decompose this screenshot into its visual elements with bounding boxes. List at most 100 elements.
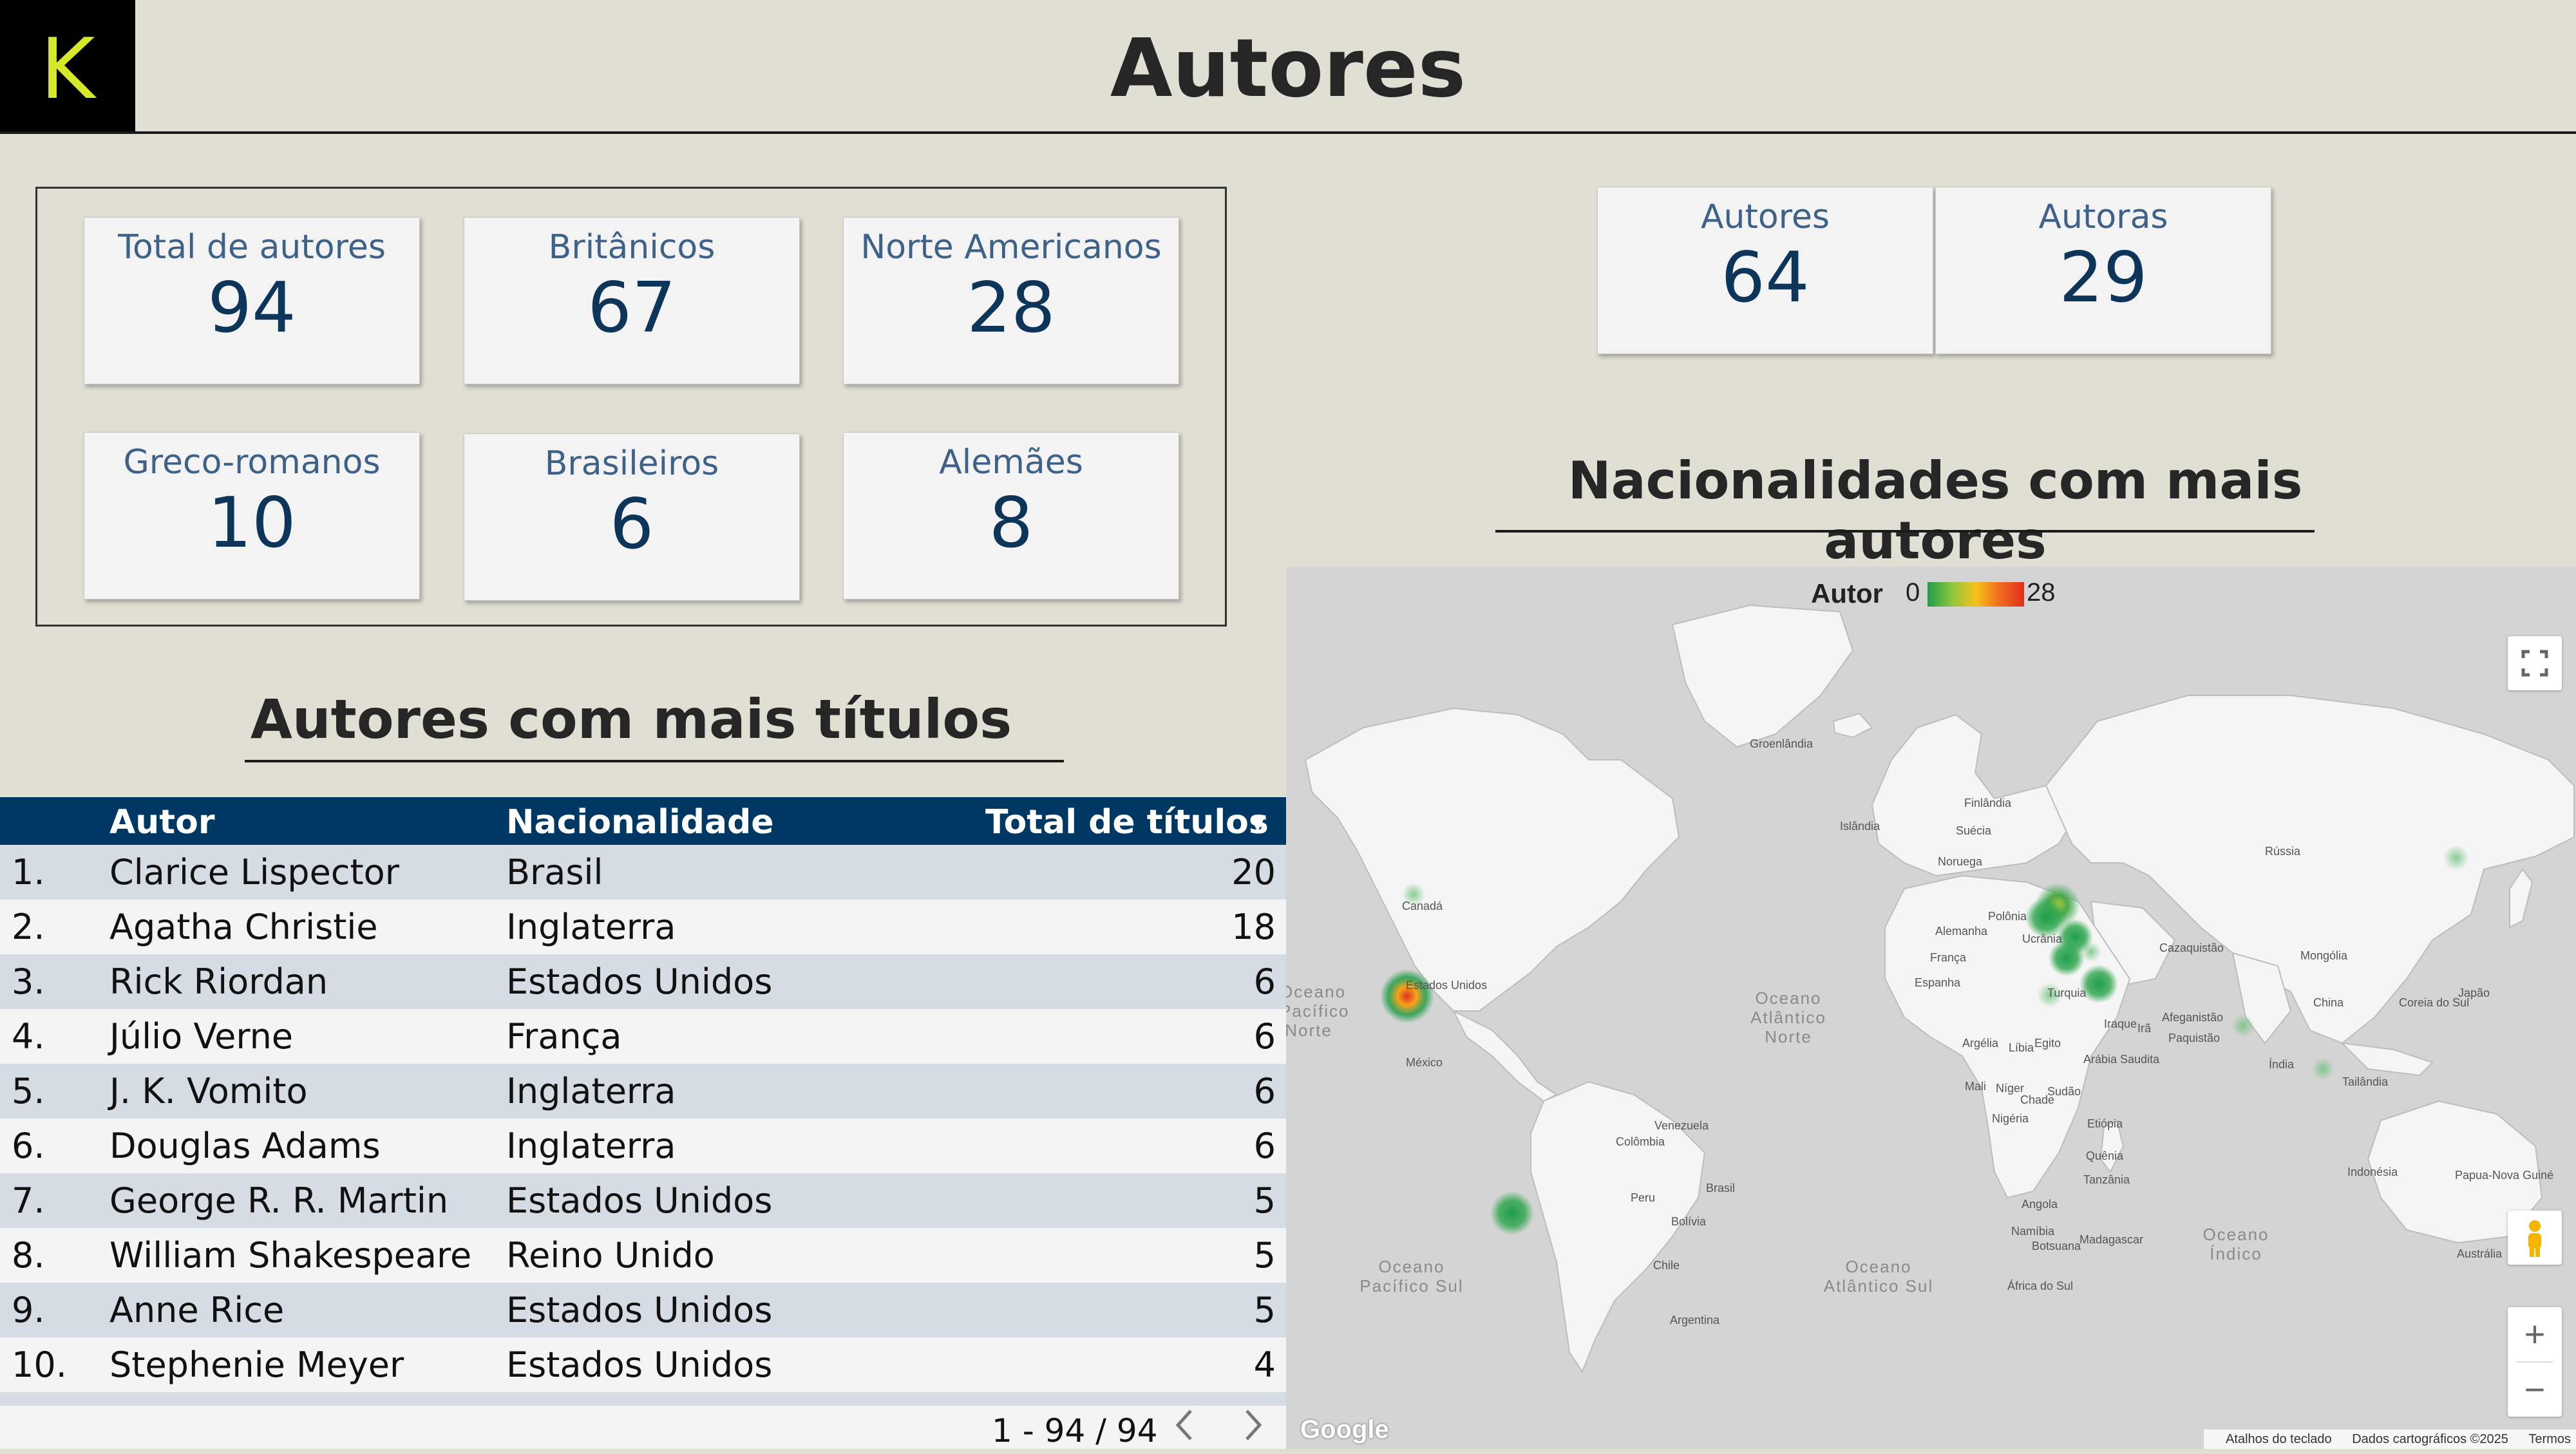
country-label: África do Sul bbox=[2007, 1279, 2074, 1292]
country-label: Brasil bbox=[1706, 1182, 1736, 1194]
world-map-land bbox=[1304, 604, 2575, 1374]
map-legend-max: 28 bbox=[2027, 578, 2056, 607]
table-row[interactable]: 9. Anne Rice Estados Unidos 5 bbox=[0, 1283, 1286, 1337]
row-total: 20 bbox=[1231, 852, 1276, 892]
kpi-value: 29 bbox=[2059, 238, 2148, 318]
country-label: Etiópia bbox=[2087, 1117, 2123, 1130]
kpi-label: Brasileiros bbox=[544, 444, 719, 483]
kpi-value: 67 bbox=[587, 268, 676, 348]
country-label: França bbox=[1930, 951, 1967, 964]
kpi-male-authors[interactable]: Autores 64 bbox=[1597, 187, 1933, 354]
country-label: China bbox=[2313, 996, 2344, 1009]
zoom-in-button[interactable]: + bbox=[2524, 1314, 2546, 1354]
table-row[interactable]: 8. William Shakespeare Reino Unido 5 bbox=[0, 1228, 1286, 1283]
column-header-total[interactable]: Total de títulos bbox=[985, 803, 1269, 842]
table-row[interactable]: 4. Júlio Verne França 6 bbox=[0, 1009, 1286, 1064]
country-label: Polônia bbox=[1988, 910, 2027, 923]
kpi-north-american[interactable]: Norte Americanos 28 bbox=[843, 217, 1179, 384]
country-label: Alemanha bbox=[1935, 925, 1988, 938]
country-label: Sudão bbox=[2047, 1085, 2081, 1098]
ocean-label: Oceano Atlântico Sul bbox=[1823, 1257, 1934, 1296]
country-label: Peru bbox=[1631, 1191, 1656, 1204]
map-section-title: Nacionalidades com mais autores bbox=[1567, 451, 2303, 571]
row-nationality: Inglaterra bbox=[506, 1126, 676, 1166]
country-label: Groenlândia bbox=[1750, 737, 1814, 750]
table-header: Autor Nacionalidade Total de títulos ▼ bbox=[0, 797, 1286, 845]
chevron-right-icon[interactable] bbox=[1230, 1406, 1275, 1451]
table-section-title: Autores com mais títulos bbox=[250, 688, 1012, 751]
kpi-value: 10 bbox=[207, 483, 296, 563]
country-label: Egito bbox=[2034, 1037, 2061, 1050]
kpi-brazilian[interactable]: Brasileiros 6 bbox=[464, 433, 800, 601]
row-author: William Shakespeare bbox=[109, 1235, 472, 1276]
ocean-label: Oceano Índico bbox=[2202, 1225, 2269, 1263]
row-author: George R. R. Martin bbox=[109, 1180, 449, 1221]
column-header-nationality[interactable]: Nacionalidade bbox=[506, 803, 774, 842]
row-author: J. K. Vomito bbox=[109, 1071, 308, 1111]
ocean-label: Oceano Pacífico Sul bbox=[1359, 1257, 1464, 1296]
logo: K bbox=[0, 0, 135, 132]
ocean-label: Oceano Pacífico Norte bbox=[1286, 982, 1350, 1040]
country-label: Chade bbox=[2020, 1093, 2055, 1106]
google-logo[interactable]: Google bbox=[1300, 1415, 1389, 1444]
row-nationality: Inglaterra bbox=[506, 907, 676, 947]
table-row[interactable]: 3. Rick Riordan Estados Unidos 6 bbox=[0, 954, 1286, 1009]
chevron-left-icon[interactable] bbox=[1162, 1406, 1208, 1451]
country-label: Mongólia bbox=[2300, 949, 2348, 962]
page-title: Autores bbox=[1110, 22, 1466, 115]
nationality-map[interactable]: Groenlândia Islândia Finlândia Suécia No… bbox=[1286, 567, 2576, 1449]
row-author: Douglas Adams bbox=[109, 1126, 381, 1166]
row-nationality: Estados Unidos bbox=[506, 1290, 773, 1330]
zoom-out-button[interactable]: − bbox=[2524, 1369, 2546, 1410]
country-label: Afeganistão bbox=[2162, 1011, 2224, 1024]
kpi-total-authors[interactable]: Total de autores 94 bbox=[84, 217, 420, 384]
zoom-divider bbox=[2517, 1361, 2553, 1363]
table-row[interactable]: 10. Stephenie Meyer Estados Unidos 4 bbox=[0, 1337, 1286, 1392]
kpi-label: Britânicos bbox=[548, 228, 715, 267]
fullscreen-icon[interactable] bbox=[2508, 636, 2562, 690]
row-rank: 3. bbox=[12, 961, 45, 1002]
row-author: Agatha Christie bbox=[109, 907, 378, 947]
kpi-british[interactable]: Britânicos 67 bbox=[464, 217, 800, 384]
country-label: Quênia bbox=[2086, 1149, 2124, 1162]
country-label: Colômbia bbox=[1616, 1135, 1665, 1148]
row-total: 18 bbox=[1231, 907, 1276, 947]
row-rank: 4. bbox=[12, 1016, 45, 1057]
country-label: Argélia bbox=[1962, 1037, 1999, 1050]
table-row[interactable]: 5. J. K. Vomito Inglaterra 6 bbox=[0, 1064, 1286, 1119]
row-rank: 6. bbox=[12, 1126, 45, 1166]
country-label: Suécia bbox=[1956, 824, 1992, 837]
row-total: 6 bbox=[1253, 1016, 1276, 1057]
keyboard-shortcuts-link[interactable]: Atalhos do teclado bbox=[2226, 1432, 2332, 1446]
pegman-icon[interactable] bbox=[2508, 1211, 2562, 1265]
country-label: Índia bbox=[2269, 1058, 2295, 1071]
row-nationality: Brasil bbox=[506, 852, 603, 892]
country-label: Cazaquistão bbox=[2159, 941, 2224, 954]
row-nationality: Inglaterra bbox=[506, 1071, 676, 1111]
country-label: Finlândia bbox=[1964, 797, 2012, 809]
kpi-greco-roman[interactable]: Greco-romanos 10 bbox=[84, 432, 420, 600]
kpi-female-authors[interactable]: Autoras 29 bbox=[1935, 187, 2271, 354]
country-label: Angola bbox=[2022, 1198, 2058, 1211]
row-total: 6 bbox=[1253, 1126, 1276, 1166]
country-label: Ucrânia bbox=[2022, 932, 2063, 945]
table-row[interactable]: 2. Agatha Christie Inglaterra 18 bbox=[0, 900, 1286, 954]
country-label: Estados Unidos bbox=[1406, 979, 1488, 992]
authors-table: Autor Nacionalidade Total de títulos ▼ 1… bbox=[0, 797, 1286, 1449]
table-row[interactable]: 7. George R. R. Martin Estados Unidos 5 bbox=[0, 1173, 1286, 1228]
table-row[interactable]: 1. Clarice Lispector Brasil 20 bbox=[0, 845, 1286, 900]
kpi-german[interactable]: Alemães 8 bbox=[843, 432, 1179, 600]
row-rank: 10. bbox=[12, 1345, 67, 1385]
table-row[interactable]: 6. Douglas Adams Inglaterra 6 bbox=[0, 1119, 1286, 1173]
sort-desc-icon[interactable]: ▼ bbox=[1251, 813, 1265, 834]
country-label: México bbox=[1406, 1056, 1443, 1069]
table-section-divider bbox=[245, 760, 1064, 762]
country-label: Argentina bbox=[1670, 1314, 1720, 1327]
terms-link[interactable]: Termos bbox=[2528, 1432, 2571, 1446]
kpi-value: 64 bbox=[1721, 238, 1810, 318]
row-nationality: Estados Unidos bbox=[506, 1180, 773, 1221]
country-label: Rússia bbox=[2265, 845, 2301, 858]
column-header-author[interactable]: Autor bbox=[109, 803, 215, 842]
country-label: Turquia bbox=[2047, 987, 2087, 999]
row-author: Júlio Verne bbox=[109, 1016, 294, 1057]
